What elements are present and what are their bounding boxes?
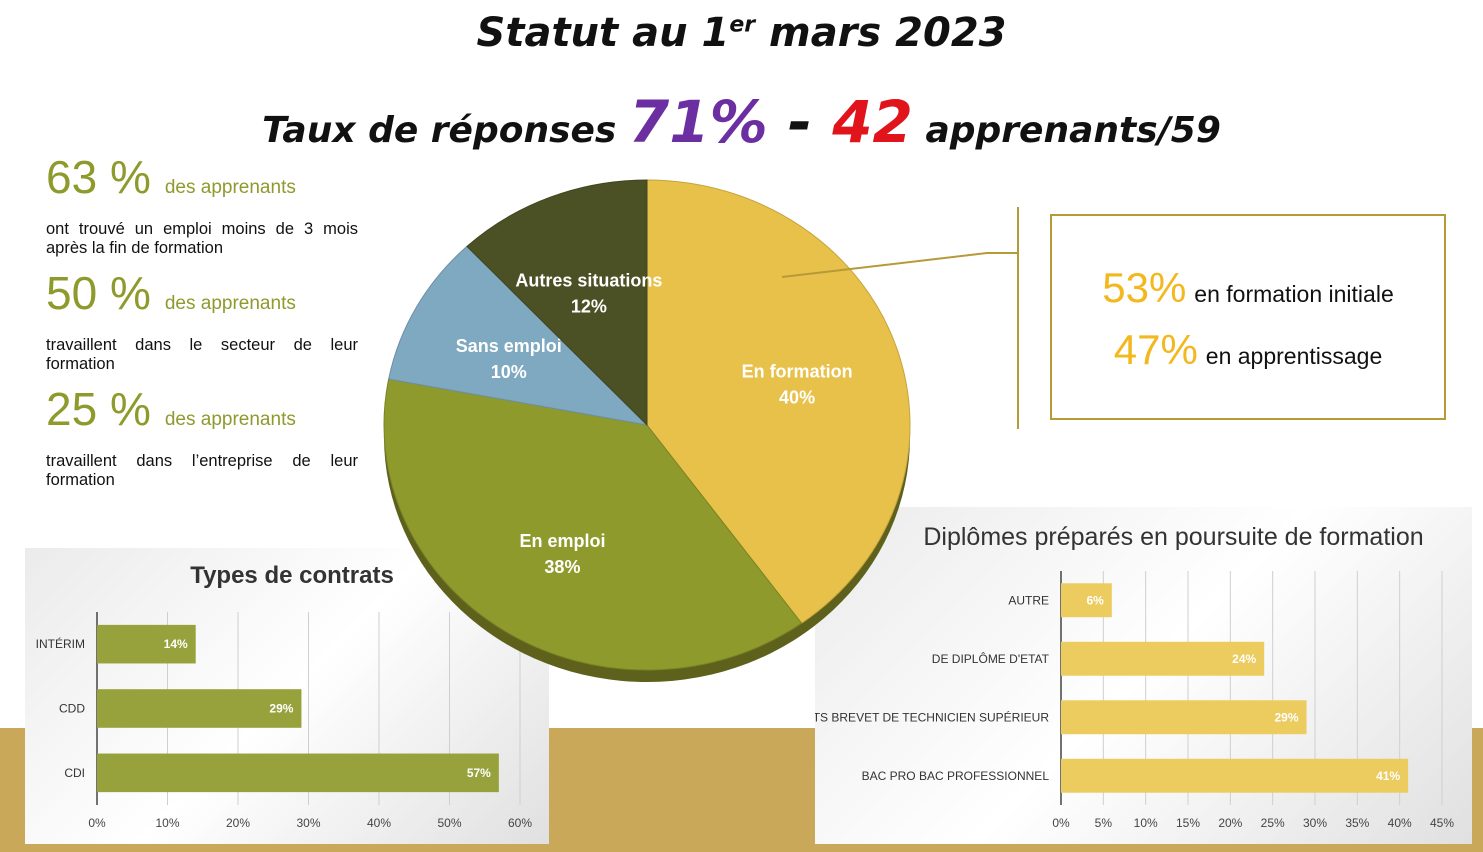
pie-value-label: 40% bbox=[779, 388, 815, 408]
bar bbox=[1061, 758, 1409, 793]
bar bbox=[97, 753, 499, 793]
bar-value-label: 24% bbox=[1232, 652, 1256, 666]
stat-text: travaillent dans le secteur de leur form… bbox=[46, 336, 358, 373]
pie-slice-0 bbox=[646, 179, 911, 624]
bar-value-label: 29% bbox=[269, 702, 293, 716]
bar bbox=[1061, 583, 1112, 618]
x-tick-label: 30% bbox=[1303, 816, 1327, 830]
diplomes-chart-panel: Diplômes préparés en poursuite de format… bbox=[805, 507, 1472, 844]
stat-text: travaillent dans l’entreprise de leur fo… bbox=[46, 452, 358, 489]
y-category-label: BAC PRO BAC PROFESSIONNEL bbox=[862, 769, 1050, 783]
bar-value-label: 14% bbox=[164, 637, 188, 651]
bar-value-label: 57% bbox=[467, 766, 491, 780]
stat-label: des apprenants bbox=[164, 293, 296, 314]
response-rate: 71% bbox=[628, 88, 768, 156]
status-pie-chart: En formation 40% En emploi 38% Sans emploi 10… bbox=[383, 179, 1019, 682]
respondent-count: 42 bbox=[832, 88, 913, 156]
pie-slice-2 bbox=[388, 245, 649, 426]
pie-callout-line bbox=[781, 252, 1019, 278]
pie-label: En formation bbox=[742, 362, 853, 382]
stat-label: des apprenants bbox=[164, 177, 296, 198]
contrats-chart-title: Types de contrats bbox=[190, 562, 394, 589]
formation-info-box: 53% en formation initiale 47% en apprentis… bbox=[1050, 214, 1446, 420]
x-tick-label: 5% bbox=[1095, 816, 1113, 830]
bar-value-label: 6% bbox=[1086, 593, 1104, 607]
bar bbox=[97, 624, 196, 664]
x-tick-label: 20% bbox=[226, 816, 250, 830]
x-tick-label: 0% bbox=[1052, 816, 1070, 830]
y-category-label: CDI bbox=[64, 766, 85, 780]
stat-value: 50 % bbox=[46, 267, 151, 319]
pie-value-label: 12% bbox=[571, 296, 607, 316]
x-tick-label: 25% bbox=[1261, 816, 1285, 830]
x-tick-label: 35% bbox=[1345, 816, 1369, 830]
pie-slice-1 bbox=[383, 378, 803, 671]
bar bbox=[1061, 641, 1265, 676]
pie-slice-3 bbox=[466, 179, 648, 427]
x-tick-label: 50% bbox=[437, 816, 461, 830]
x-tick-label: 40% bbox=[1388, 816, 1412, 830]
pie-value-label: 10% bbox=[491, 362, 527, 382]
y-category-label: DE DIPLÔME D'ETAT bbox=[932, 651, 1050, 666]
bar bbox=[97, 689, 302, 728]
y-category-label: BTS BREVET DE TECHNICIEN SUPÉRIEUR bbox=[815, 709, 1049, 724]
x-tick-label: 30% bbox=[296, 816, 320, 830]
stat-label: des apprenants bbox=[164, 409, 296, 430]
contrats-chart: 0% 10% 20% 30% 40% 50% 60% 14% INTÉRIM 29% CDD 57% C… bbox=[36, 612, 532, 830]
y-category-label: AUTRE bbox=[1008, 593, 1049, 607]
callout-bracket bbox=[1017, 207, 1019, 429]
info-line-apprentissage: 47% en apprentissage bbox=[1113, 326, 1383, 373]
stat-value: 25 % bbox=[46, 383, 151, 435]
pie-label: Autres situations bbox=[515, 270, 662, 290]
x-tick-label: 10% bbox=[155, 816, 179, 830]
x-tick-label: 20% bbox=[1218, 816, 1242, 830]
y-category-label: CDD bbox=[59, 702, 85, 716]
y-category-label: INTÉRIM bbox=[36, 636, 85, 651]
info-line-initiale: 53% en formation initiale bbox=[1102, 264, 1394, 311]
pie-value-label: 38% bbox=[544, 557, 580, 577]
stat-block-3: 25 % des apprenants travaillent dans l’en… bbox=[46, 382, 358, 490]
stats-panel: 63 % des apprenants ont trouvé un emploi … bbox=[46, 150, 358, 498]
stat-text: ont trouvé un emploi moins de 3 mois apr… bbox=[46, 220, 358, 257]
response-rate-line: Taux de réponses 71% - 42 apprenants/59 bbox=[262, 88, 1221, 156]
x-tick-label: 60% bbox=[508, 816, 532, 830]
diplomes-chart-title: Diplômes préparés en poursuite de format… bbox=[923, 523, 1424, 551]
bar-value-label: 41% bbox=[1376, 769, 1400, 783]
x-tick-label: 15% bbox=[1176, 816, 1200, 830]
stat-block-2: 50 % des apprenants travaillent dans le s… bbox=[46, 266, 358, 374]
x-tick-label: 10% bbox=[1134, 816, 1158, 830]
x-tick-label: 45% bbox=[1430, 816, 1454, 830]
stat-value: 63 % bbox=[46, 151, 151, 203]
x-tick-label: 0% bbox=[88, 816, 106, 830]
page-title: Statut au 1er mars 2023 bbox=[476, 10, 1007, 56]
bar bbox=[1061, 700, 1307, 735]
diplomes-chart: 0% 5% 10% 15% 20% 25% 30% 35% 40% 45% 6% AUTRE 24% DE… bbox=[805, 571, 1454, 830]
bar-value-label: 29% bbox=[1275, 710, 1299, 724]
x-tick-label: 40% bbox=[367, 816, 391, 830]
pie-label: Sans emploi bbox=[456, 336, 562, 356]
stat-block-1: 63 % des apprenants ont trouvé un emploi … bbox=[46, 150, 358, 258]
pie-label: En emploi bbox=[519, 531, 605, 551]
